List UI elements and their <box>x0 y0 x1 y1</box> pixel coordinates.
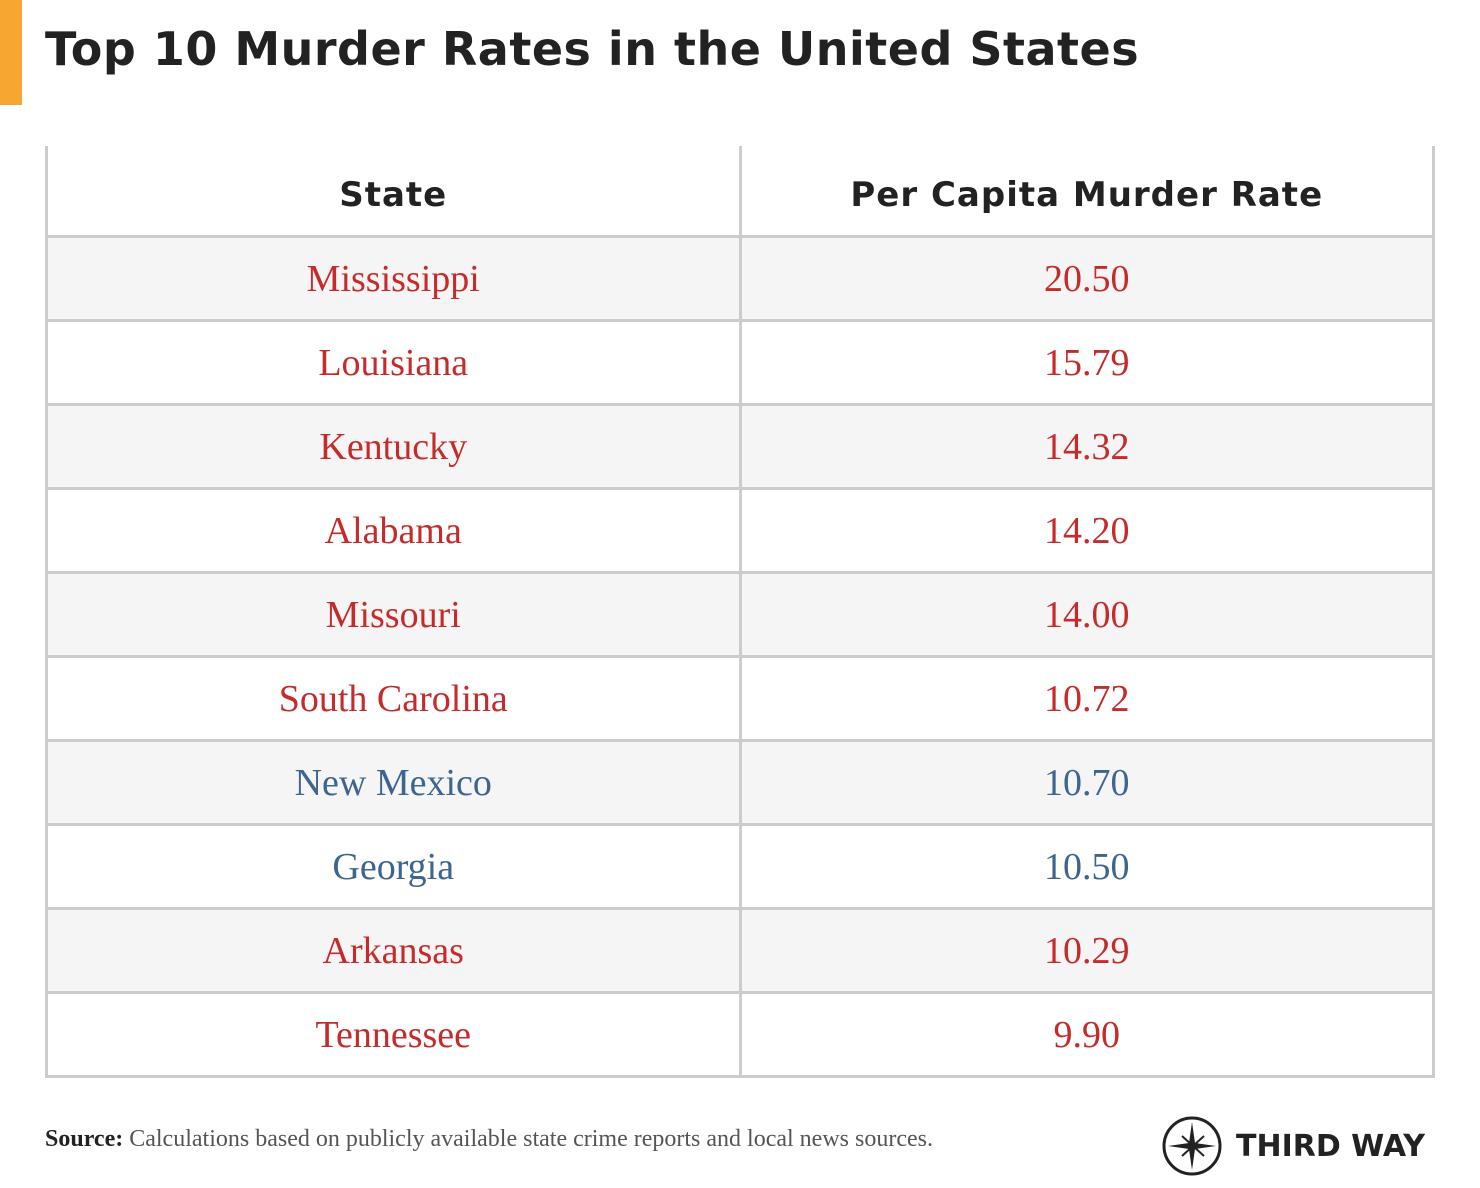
rate-cell: 14.00 <box>738 572 1435 658</box>
state-cell: Mississippi <box>45 236 742 322</box>
table-row: South Carolina 10.72 <box>45 656 1435 742</box>
state-cell: Tennessee <box>45 992 742 1078</box>
column-header: State <box>45 146 742 238</box>
table: State Per Capita Murder Rate Mississippi… <box>45 146 1435 1078</box>
logo-text: THIRD WAY <box>1236 1128 1425 1164</box>
table-row: Missouri 14.00 <box>45 572 1435 658</box>
table-row: Louisiana 15.79 <box>45 320 1435 406</box>
table-row: New Mexico 10.70 <box>45 740 1435 826</box>
state-cell: Kentucky <box>45 404 742 490</box>
accent-bar <box>0 0 22 105</box>
header-row: State Per Capita Murder Rate <box>45 146 1435 238</box>
state-cell: New Mexico <box>45 740 742 826</box>
rate-cell: 14.32 <box>738 404 1435 490</box>
title: Top 10 Murder Rates in the United States <box>45 22 1140 76</box>
logo-icon <box>1162 1116 1222 1176</box>
state-cell: South Carolina <box>45 656 742 742</box>
rate-cell: 15.79 <box>738 320 1435 406</box>
rate-cell: 10.72 <box>738 656 1435 742</box>
table-row: Tennessee 9.90 <box>45 992 1435 1078</box>
column-header: Per Capita Murder Rate <box>738 146 1435 238</box>
rate-cell: 10.70 <box>738 740 1435 826</box>
state-cell: Louisiana <box>45 320 742 406</box>
rate-cell: 10.50 <box>738 824 1435 910</box>
table-row: Alabama 14.20 <box>45 488 1435 574</box>
logo: THIRD WAY <box>1162 1114 1425 1178</box>
rate-cell: 20.50 <box>738 236 1435 322</box>
source: Source: Calculations based on publicly a… <box>45 1126 933 1153</box>
table-row: Mississippi 20.50 <box>45 236 1435 322</box>
table-row: Georgia 10.50 <box>45 824 1435 910</box>
table-row: Arkansas 10.29 <box>45 908 1435 994</box>
rate-cell: 10.29 <box>738 908 1435 994</box>
state-cell: Arkansas <box>45 908 742 994</box>
rate-cell: 9.90 <box>738 992 1435 1078</box>
state-cell: Missouri <box>45 572 742 658</box>
table-row: Kentucky 14.32 <box>45 404 1435 490</box>
source-label: Source: <box>45 1126 124 1152</box>
rate-cell: 14.20 <box>738 488 1435 574</box>
source-text: Calculations based on publicly available… <box>129 1126 933 1152</box>
state-cell: Georgia <box>45 824 742 910</box>
state-cell: Alabama <box>45 488 742 574</box>
